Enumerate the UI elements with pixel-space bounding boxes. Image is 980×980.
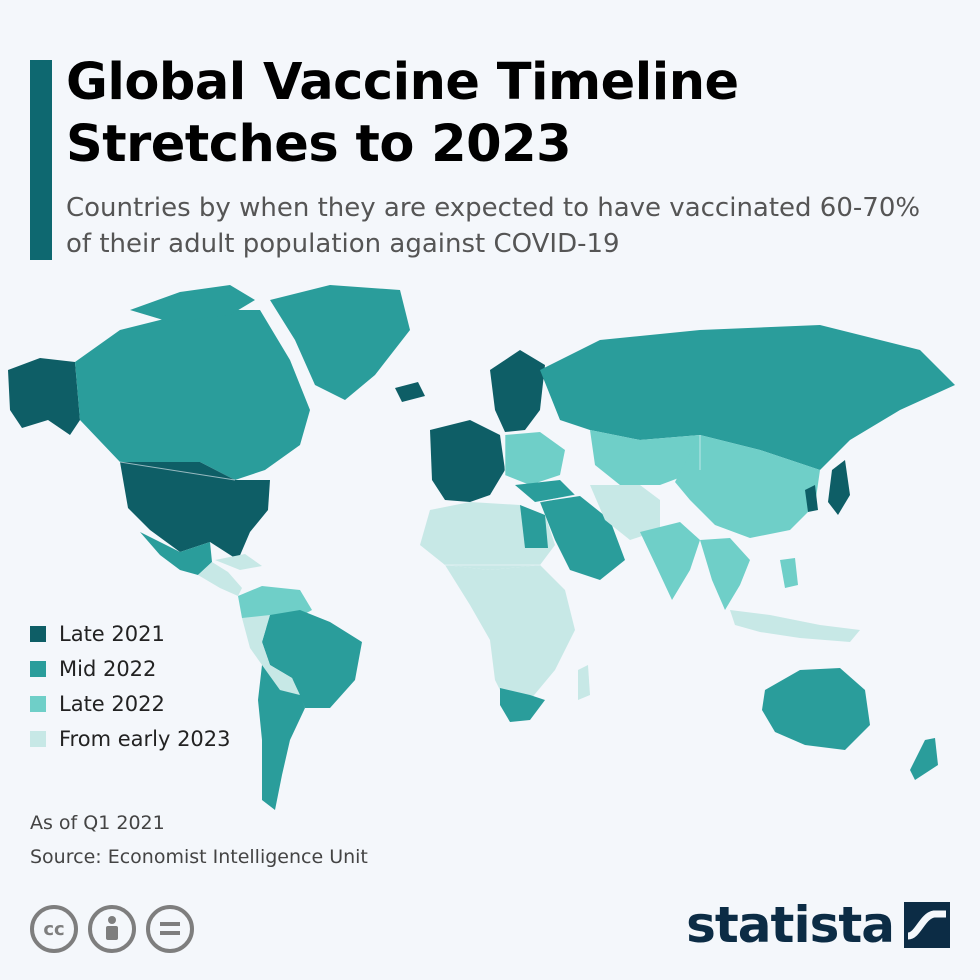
region-madagascar bbox=[578, 665, 590, 700]
region-europe-west bbox=[430, 420, 505, 502]
region-south-east-asia bbox=[700, 538, 750, 610]
region-brazil bbox=[262, 610, 362, 708]
region-south-africa bbox=[500, 688, 545, 722]
legend-label: Mid 2022 bbox=[59, 656, 157, 681]
legend-swatch bbox=[30, 730, 46, 747]
region-central-america bbox=[198, 562, 242, 596]
source-note: Source: Economist Intelligence Unit bbox=[30, 846, 368, 868]
region-caribbean bbox=[215, 554, 262, 570]
region-korea bbox=[805, 485, 818, 512]
statista-logo-icon bbox=[904, 902, 950, 948]
legend-label: Late 2022 bbox=[59, 691, 165, 716]
legend-item-late-2022: Late 2022 bbox=[30, 686, 231, 721]
legend-label: From early 2023 bbox=[59, 726, 231, 751]
region-canada bbox=[75, 310, 310, 480]
legend-label: Late 2021 bbox=[59, 621, 165, 646]
region-indonesia bbox=[730, 610, 860, 642]
region-usa bbox=[120, 462, 270, 560]
page-subtitle: Countries by when they are expected to h… bbox=[66, 193, 921, 259]
legend-swatch bbox=[30, 625, 46, 642]
statista-brand[interactable]: statista bbox=[686, 896, 950, 954]
license-icons: cc bbox=[30, 905, 194, 953]
region-india bbox=[640, 522, 700, 600]
region-new-zealand bbox=[910, 738, 938, 780]
region-eastern-europe bbox=[505, 432, 565, 485]
region-central-asia bbox=[590, 430, 700, 485]
region-south-west-asia bbox=[590, 485, 660, 540]
legend-swatch bbox=[30, 695, 46, 712]
region-japan bbox=[828, 460, 850, 515]
region-iceland bbox=[395, 382, 425, 402]
region-canada-islands bbox=[130, 285, 255, 322]
region-sub-saharan-africa bbox=[445, 565, 575, 710]
region-turkey bbox=[515, 480, 575, 502]
title-accent-bar bbox=[30, 60, 52, 260]
world-map bbox=[8, 285, 955, 810]
region-russia bbox=[540, 325, 955, 470]
as-of-note: As of Q1 2021 bbox=[30, 812, 165, 834]
region-north-africa bbox=[420, 502, 555, 570]
legend-item-early-2023: From early 2023 bbox=[30, 721, 231, 756]
region-peru-bolivia bbox=[242, 615, 300, 695]
legend-item-late-2021: Late 2021 bbox=[30, 616, 231, 651]
region-china bbox=[675, 435, 820, 538]
region-philippines bbox=[780, 558, 798, 588]
no-derivatives-icon[interactable] bbox=[146, 905, 194, 953]
legend-swatch bbox=[30, 660, 46, 677]
legend-item-mid-2022: Mid 2022 bbox=[30, 651, 231, 686]
cc-icon[interactable]: cc bbox=[30, 905, 78, 953]
region-scandinavia bbox=[490, 350, 545, 432]
region-australia bbox=[762, 668, 870, 750]
region-alaska bbox=[8, 358, 80, 435]
region-mexico bbox=[140, 532, 212, 575]
legend: Late 2021 Mid 2022 Late 2022 From early … bbox=[30, 616, 231, 756]
region-egypt bbox=[520, 505, 548, 548]
brand-wordmark: statista bbox=[686, 896, 895, 954]
region-greenland bbox=[270, 285, 410, 400]
region-southern-cone bbox=[258, 665, 305, 810]
attribution-icon[interactable] bbox=[88, 905, 136, 953]
page-title: Global Vaccine Timeline Stretches to 202… bbox=[66, 53, 739, 174]
